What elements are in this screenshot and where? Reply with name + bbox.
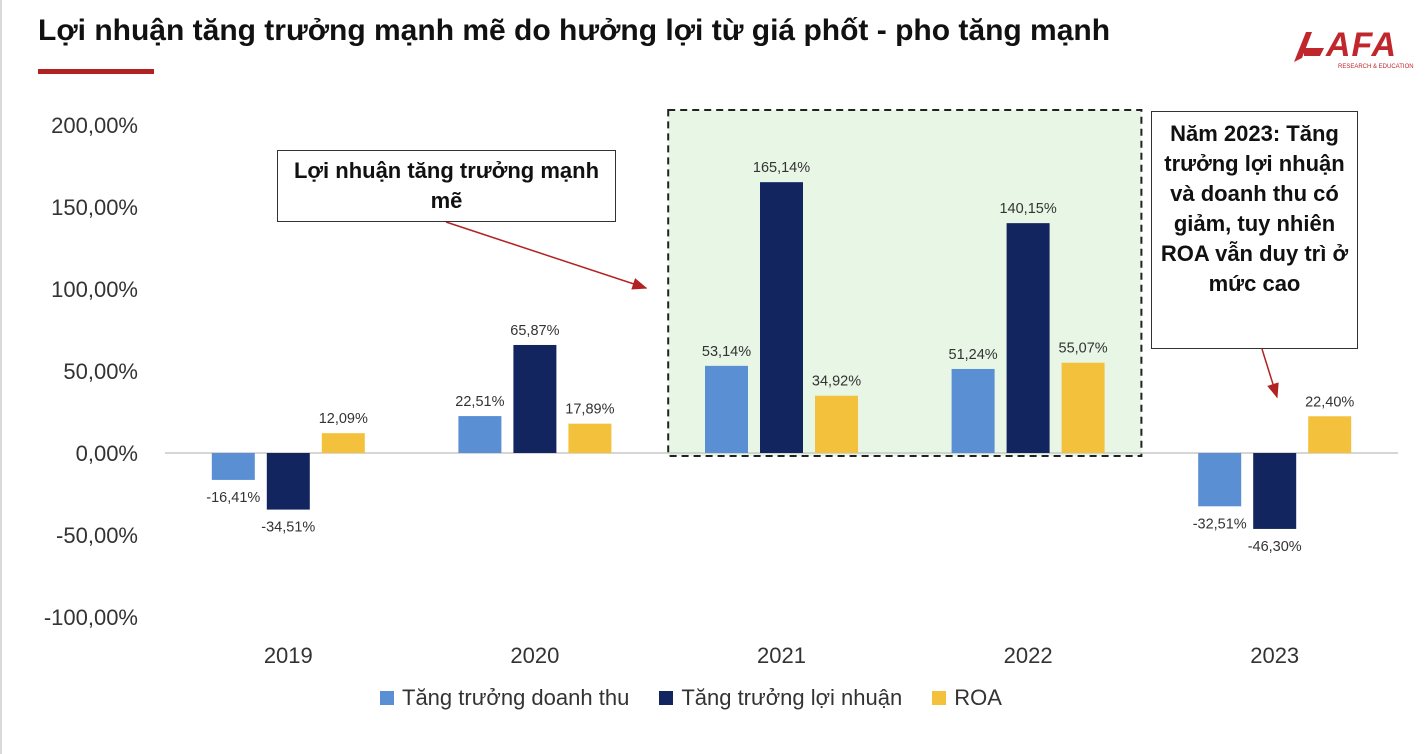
callout-arrows xyxy=(445,221,1279,399)
bar-roa-2022 xyxy=(1061,362,1105,453)
y-tick-label: 0,00% xyxy=(76,441,138,466)
legend-swatch-revenue xyxy=(380,691,394,705)
y-tick-label: -100,00% xyxy=(44,605,138,630)
data-label: 34,92% xyxy=(812,374,861,390)
chart-bars xyxy=(211,182,1352,529)
bar-revenue-2022 xyxy=(951,368,995,453)
x-tick-label: 2019 xyxy=(264,643,313,668)
logo-subtext: RESEARCH & EDUCATION xyxy=(1338,64,1414,70)
data-label: 165,14% xyxy=(753,160,810,176)
data-label: -46,30% xyxy=(1248,539,1302,555)
data-label: 140,15% xyxy=(999,201,1056,217)
bar-roa-2020 xyxy=(568,423,612,453)
arrow-profit-growth xyxy=(445,221,648,290)
bar-revenue-2020 xyxy=(458,416,502,453)
bar-profit-2023 xyxy=(1253,453,1297,529)
left-border xyxy=(0,0,2,754)
legend-item-profit: Tăng trưởng lợi nhuận xyxy=(659,685,902,711)
data-label: -32,51% xyxy=(1193,516,1247,532)
legend-label-revenue: Tăng trưởng doanh thu xyxy=(402,685,630,710)
data-label: 55,07% xyxy=(1059,341,1108,357)
bar-revenue-2021 xyxy=(705,365,748,453)
legend-item-roa: ROA xyxy=(932,685,1002,711)
bar-profit-2021 xyxy=(760,182,803,453)
chart-legend: Tăng trưởng doanh thu Tăng trưởng lợi nh… xyxy=(380,685,1002,711)
callout-profit-growth: Lợi nhuận tăng trưởng mạnh mẽ xyxy=(277,150,616,222)
y-axis-ticks: 200,00% 150,00% 100,00% 50,00% 0,00% -50,00% -… xyxy=(44,113,138,630)
data-label: 17,89% xyxy=(565,402,614,418)
x-tick-label: 2023 xyxy=(1250,643,1299,668)
legend-item-revenue: Tăng trưởng doanh thu xyxy=(380,685,629,711)
legend-label-profit: Tăng trưởng lợi nhuận xyxy=(681,685,903,710)
title-underline xyxy=(38,69,154,74)
y-tick-label: 150,00% xyxy=(51,195,138,220)
y-tick-label: 200,00% xyxy=(51,113,138,138)
legend-swatch-profit xyxy=(659,691,674,705)
bar-profit-2022 xyxy=(1006,223,1050,453)
afa-logo-mark-icon xyxy=(1294,32,1324,62)
y-tick-label: 100,00% xyxy=(51,277,138,302)
x-tick-label: 2020 xyxy=(510,643,559,668)
callout-2023-note: Năm 2023: Tăng trưởng lợi nhuận và doanh… xyxy=(1151,111,1358,349)
data-label: 22,40% xyxy=(1305,394,1354,410)
data-label: 51,24% xyxy=(949,347,998,363)
legend-swatch-roa xyxy=(932,691,947,705)
bar-roa-2021 xyxy=(815,395,858,453)
bar-roa-2019 xyxy=(321,433,365,453)
data-label: -16,41% xyxy=(206,490,260,506)
legend-label-roa: ROA xyxy=(954,685,1002,710)
arrow-2023-note xyxy=(1261,348,1279,399)
bar-profit-2019 xyxy=(266,453,310,510)
bar-revenue-2023 xyxy=(1198,453,1242,507)
afa-logo: AFA RESEARCH & EDUCATION xyxy=(1290,26,1414,74)
logo-text: AFA xyxy=(1326,26,1397,64)
data-label: 22,51% xyxy=(455,394,504,410)
data-label: 12,09% xyxy=(319,411,368,427)
x-tick-label: 2022 xyxy=(1004,643,1053,668)
bar-roa-2023 xyxy=(1308,416,1352,453)
bar-profit-2020 xyxy=(513,344,557,453)
data-label: -34,51% xyxy=(261,520,315,536)
data-label: 65,87% xyxy=(510,323,559,339)
x-axis-ticks: 2019 2020 2021 2022 2023 xyxy=(264,643,1299,668)
y-tick-label: -50,00% xyxy=(56,523,138,548)
x-tick-label: 2021 xyxy=(757,643,806,668)
page-title: Lợi nhuận tăng trưởng mạnh mẽ do hưởng l… xyxy=(38,14,1111,47)
y-tick-label: 50,00% xyxy=(63,359,138,384)
data-label: 53,14% xyxy=(702,344,751,360)
bar-revenue-2019 xyxy=(211,453,255,480)
data-labels: -16,41%-34,51% 12,09% 22,51% 65,87% 17,89% 53… xyxy=(206,160,1354,555)
